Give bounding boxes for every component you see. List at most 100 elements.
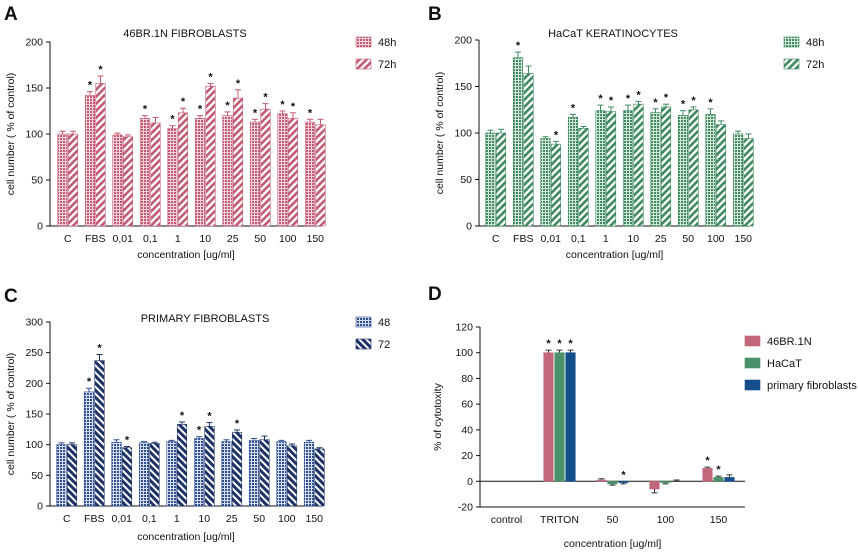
panel-d-x-tick-label: 150 xyxy=(710,514,728,526)
panel-a-bar-48h xyxy=(112,134,123,227)
panel-d-bar-hacat xyxy=(554,352,565,482)
panel-a-x-tick-label: FBS xyxy=(85,233,105,245)
panel-b-significance-star: * xyxy=(516,40,521,52)
panel-a-bar-48h xyxy=(277,113,288,227)
panel-a-x-tick-label: C xyxy=(64,233,72,245)
panel-c-x-label: concentration [ug/ml] xyxy=(137,531,235,543)
panel-d-significance-star: * xyxy=(716,464,721,476)
panel-c-x-tick-label: 1 xyxy=(174,513,180,525)
panel-d-bar-hacat xyxy=(660,480,671,483)
panel-d-y-label: % of cytotoxity xyxy=(432,382,444,450)
panel-d-bar-46br-1n xyxy=(596,479,607,482)
panel-b-x-tick-label: C xyxy=(492,233,500,245)
panel-d-bar-46br-1n xyxy=(649,480,660,490)
panel-a-bar-72h xyxy=(67,133,79,227)
panel-a-bar-48h xyxy=(57,133,68,227)
panel-b-significance-star: * xyxy=(691,95,696,107)
panel-b-legend-label: 72h xyxy=(806,59,824,71)
panel-b-y-tick-label: 100 xyxy=(454,128,472,140)
panel-b-bar-72h xyxy=(743,138,754,227)
panel-b-x-tick-label: 150 xyxy=(734,233,752,245)
panel-c-y-tick-label: 0 xyxy=(37,501,43,513)
panel-b-bar-72h xyxy=(633,103,644,227)
panel-a-letter: A xyxy=(4,4,18,25)
panel-d-significance-star: * xyxy=(568,338,573,350)
panel-c-bar-48 xyxy=(248,440,260,507)
panel-b-y-tick-label: 0 xyxy=(466,221,472,233)
panel-d-x-tick-label: TRITON xyxy=(540,514,579,526)
panel-d-x-tick-label: 100 xyxy=(657,514,675,526)
panel-c-bar-72 xyxy=(121,447,133,507)
panel-a-x-tick-label: 1 xyxy=(175,233,181,245)
panel-d-bar-primary-fibroblasts xyxy=(618,480,629,483)
panel-a-y-tick-label: 50 xyxy=(31,175,43,187)
panel-a-x-label: concentration [ug/ml] xyxy=(137,249,235,261)
panel-c-significance-star: * xyxy=(235,418,240,430)
panel-a-bar-72h xyxy=(122,136,134,227)
panel-b-legend-swatch xyxy=(783,58,800,70)
panel-c-legend-swatch xyxy=(355,338,372,350)
panel-c-y-label: cell number ( % of control) xyxy=(5,353,17,476)
panel-d-y-tick-label: 0 xyxy=(467,476,473,488)
panel-b-legend-label: 48h xyxy=(806,37,824,49)
panel-c-legend-label: 48 xyxy=(378,317,390,329)
panel-d-legend-swatch xyxy=(744,357,761,369)
panel-c-significance-star: * xyxy=(125,435,130,447)
panel-b-bar-72h xyxy=(660,106,672,227)
panel-b-significance-star: * xyxy=(653,97,658,109)
panel-a-significance-star: * xyxy=(236,78,241,90)
panel-b-bar-48h xyxy=(677,115,689,227)
panel-d-legend-label: HaCaT xyxy=(767,358,802,370)
panel-d-significance-star: * xyxy=(546,338,551,350)
panel-c-bar-48 xyxy=(83,391,95,507)
panel-c-significance-star: * xyxy=(87,376,92,388)
panel-b-x-tick-label: 0,1 xyxy=(571,233,586,245)
panel-c-y-tick-label: 200 xyxy=(25,378,43,390)
panel-a-x-tick-label: 10 xyxy=(199,233,211,245)
panel-a-significance-star: * xyxy=(253,107,258,119)
panel-a-significance-star: * xyxy=(88,80,93,92)
panel-a-bar-72h xyxy=(95,83,106,227)
panel-b-bar-48h xyxy=(540,138,551,227)
panel-c-bar-48 xyxy=(56,444,67,507)
panel-c-bar-48 xyxy=(276,441,287,507)
panel-d-x-tick-label: control xyxy=(491,514,523,526)
panel-a-x-tick-label: 100 xyxy=(279,233,297,245)
panel-c-x-tick-label: 25 xyxy=(226,513,238,525)
panel-b-significance-star: * xyxy=(609,95,614,107)
panel-c-x-tick-label: 10 xyxy=(198,513,210,525)
panel-c-significance-star: * xyxy=(207,411,212,423)
panel-a-legend-swatch xyxy=(355,36,372,48)
panel-c-y-tick-label: 100 xyxy=(25,439,43,451)
panel-b-y-tick-label: 150 xyxy=(454,81,472,93)
panel-d-y-tick-label: 100 xyxy=(455,347,473,359)
panel-d-significance-star: * xyxy=(557,338,562,350)
panel-d-bar-primary-fibroblasts xyxy=(724,477,735,482)
panel-c-bar-72 xyxy=(176,424,188,507)
panel-c-x-tick-label: 0,1 xyxy=(142,513,157,525)
panel-b-bar-48h xyxy=(595,110,606,227)
panel-d-legend-label: primary fibroblasts xyxy=(767,380,857,392)
panel-b-significance-star: * xyxy=(554,129,559,141)
panel-a-bar-72h xyxy=(260,108,271,227)
panel-a-x-tick-label: 150 xyxy=(306,233,324,245)
panel-b-significance-star: * xyxy=(626,93,631,105)
panel-a-significance-star: * xyxy=(170,114,175,126)
panel-a-significance-star: * xyxy=(263,92,268,104)
panel-b-x-tick-label: 100 xyxy=(707,233,725,245)
panel-a-legend-label: 72h xyxy=(378,59,396,71)
panel-c-x-tick-label: 50 xyxy=(253,513,265,525)
panel-b-x-tick-label: 10 xyxy=(627,233,639,245)
panel-c-y-tick-label: 300 xyxy=(25,317,43,329)
panel-a-bar-48h xyxy=(249,121,261,227)
panel-b-x-tick-label: 1 xyxy=(603,233,609,245)
panel-d-y-tick-label: 60 xyxy=(461,399,473,411)
panel-a-x-tick-label: 25 xyxy=(227,233,239,245)
panel-a-y-label: cell number ( % of control) xyxy=(5,73,17,196)
panel-a-bar-48h xyxy=(194,118,206,227)
panel-b-bar-48h xyxy=(567,116,579,227)
panel-d-significance-star: * xyxy=(705,455,710,467)
panel-d-bar-46br-1n xyxy=(543,352,554,482)
panel-c-x-tick-label: 100 xyxy=(278,513,296,525)
